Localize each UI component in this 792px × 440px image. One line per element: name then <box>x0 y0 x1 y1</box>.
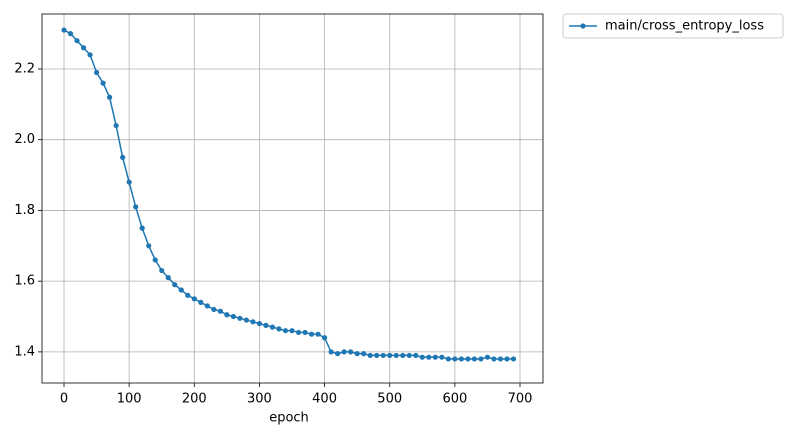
data-point <box>504 356 510 362</box>
data-point <box>308 331 315 337</box>
data-point <box>387 352 393 359</box>
data-point <box>217 308 223 314</box>
data-point <box>100 80 106 86</box>
x-tick-label: 200 <box>182 392 207 407</box>
data-point <box>185 292 191 298</box>
legend-label: main/cross_entropy_loss <box>605 19 764 34</box>
data-point <box>172 282 178 288</box>
data-point <box>269 324 276 330</box>
data-point <box>367 352 373 359</box>
data-point <box>159 267 165 274</box>
data-point <box>393 352 399 359</box>
data-point <box>263 322 269 328</box>
x-tick-label: 300 <box>247 392 272 407</box>
x-tick-label: 500 <box>377 392 402 407</box>
data-point <box>282 328 289 334</box>
data-point <box>74 38 80 44</box>
data-point <box>80 45 87 51</box>
x-tick-label: 600 <box>442 392 467 407</box>
y-tick-label: 2.0 <box>14 132 35 147</box>
data-point <box>406 352 412 359</box>
data-point <box>445 356 451 362</box>
data-point <box>107 94 113 100</box>
data-point <box>230 313 236 320</box>
data-point <box>354 351 360 357</box>
data-point <box>458 356 464 362</box>
data-point <box>61 27 67 33</box>
data-point <box>341 349 347 355</box>
data-point <box>224 312 230 318</box>
data-point <box>302 329 308 336</box>
data-point <box>426 354 432 360</box>
data-point <box>250 319 256 325</box>
data-point <box>478 356 484 362</box>
x-tick-label: 400 <box>312 392 337 407</box>
data-point <box>146 243 152 249</box>
x-tick-label: 0 <box>60 392 68 407</box>
x-tick-label: 700 <box>508 392 533 407</box>
data-point <box>510 356 517 362</box>
data-point <box>295 329 302 336</box>
data-point <box>198 299 204 305</box>
data-point <box>439 354 445 360</box>
data-point <box>321 335 328 341</box>
legend-marker <box>580 23 586 29</box>
y-tick-label: 1.6 <box>14 274 35 289</box>
data-point <box>328 349 334 355</box>
data-point <box>380 352 386 359</box>
data-point <box>178 287 184 293</box>
data-point <box>126 179 132 185</box>
x-tick-label: 100 <box>117 392 142 407</box>
data-point <box>139 225 145 231</box>
data-point <box>211 306 217 313</box>
data-point <box>400 352 406 359</box>
data-point <box>452 356 458 362</box>
data-point <box>243 317 250 323</box>
data-point <box>361 351 367 357</box>
data-point <box>497 356 504 362</box>
data-point <box>484 354 491 360</box>
data-point <box>289 328 295 334</box>
data-point <box>133 204 139 210</box>
data-point <box>120 154 126 160</box>
data-point <box>165 275 171 281</box>
data-point <box>471 356 478 362</box>
data-point <box>315 331 321 337</box>
data-point <box>419 354 425 360</box>
data-point <box>276 326 282 332</box>
data-point <box>348 349 354 355</box>
data-point <box>87 52 93 58</box>
data-point <box>191 296 197 302</box>
series-line <box>63 29 514 360</box>
data-point <box>256 320 263 327</box>
y-tick-label: 1.4 <box>14 344 35 359</box>
data-point <box>432 354 438 360</box>
data-point <box>374 352 380 359</box>
plot-frame <box>41 13 544 384</box>
data-point <box>204 303 210 309</box>
data-point <box>491 356 497 362</box>
data-point <box>465 356 471 362</box>
data-point <box>413 352 419 359</box>
data-point <box>93 69 100 76</box>
x-axis-label: epoch <box>269 411 309 426</box>
data-point <box>335 351 341 357</box>
data-point <box>113 122 119 129</box>
legend-box <box>562 13 784 39</box>
data-point <box>237 315 243 321</box>
y-tick-label: 2.2 <box>14 61 35 76</box>
data-point <box>152 257 158 263</box>
data-point <box>67 31 74 37</box>
y-tick-label: 1.8 <box>14 203 35 218</box>
